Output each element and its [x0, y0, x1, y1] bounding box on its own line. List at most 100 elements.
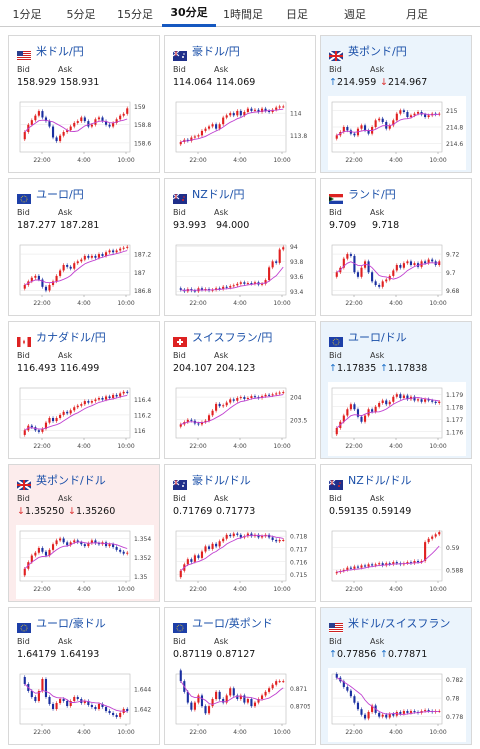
currency-pair-name[interactable]: 豪ドル/ドル [192, 474, 251, 487]
ask-label: Ask [370, 494, 385, 503]
candle-body [353, 566, 356, 569]
y-tick-label: 215 [446, 108, 458, 115]
candle-body [179, 288, 182, 290]
tab-3[interactable]: 30分足 [162, 0, 216, 27]
candle-body [367, 261, 370, 273]
bid-value: 9.709 [329, 220, 357, 231]
tab-7[interactable]: 月足 [406, 7, 428, 21]
tab-5[interactable]: 日足 [286, 7, 308, 21]
x-tick-label: 10:00 [117, 443, 134, 450]
za-flag-icon [329, 189, 343, 204]
price-values: 116.493 116.499 [17, 363, 99, 374]
rate-card[interactable]: NZドル/円 Bid Ask 93.993 94.000 94 93.8 93.6 9… [164, 178, 316, 316]
candle-body [282, 392, 285, 394]
candle-body [253, 702, 257, 707]
candle-body [420, 561, 423, 563]
candle-body [246, 283, 249, 285]
tab-0[interactable]: 1分足 [12, 7, 42, 21]
rate-card[interactable]: 米ドル/スイスフラン Bid Ask ↑0.77856 ↑0.77871 0.7… [320, 607, 472, 745]
candlestick-chart: 114 113.8 22:00 4:00 10:00 [175, 101, 307, 164]
candle-body [388, 563, 391, 565]
candle-body [30, 120, 33, 125]
y-tick-label: 9.72 [446, 252, 460, 259]
price-labels: Bid Ask [173, 637, 228, 646]
candle-body [37, 547, 40, 553]
candle-body [76, 261, 79, 264]
candle-body [278, 392, 281, 394]
candle-body [402, 711, 405, 714]
x-tick-label: 4:00 [77, 729, 91, 736]
candle-body [381, 281, 384, 287]
ask-label: Ask [58, 351, 73, 360]
price-labels: Bid Ask [329, 208, 384, 217]
candle-body [44, 117, 48, 122]
candle-body [108, 124, 111, 127]
candle-body [190, 702, 193, 710]
currency-pair-name[interactable]: スイスフラン/円 [192, 331, 273, 344]
tab-2[interactable]: 15分足 [117, 7, 153, 21]
candle-body [44, 551, 48, 556]
candle-body [69, 542, 72, 546]
y-tick-label: 214.8 [446, 125, 463, 132]
y-tick-label: 187 [134, 270, 146, 277]
ask-value: 0.87127 [216, 649, 256, 660]
plot-frame [175, 673, 287, 725]
candle-body [108, 711, 111, 713]
currency-pair-name[interactable]: ユーロ/豪ドル [36, 617, 106, 630]
rate-card[interactable]: NZドル/ドル Bid Ask 0.59135 0.59149 0.59 0.58… [320, 464, 472, 602]
rate-card[interactable]: ランド/円 Bid Ask 9.709 9.718 9.72 9.7 9.68 22:… [320, 178, 472, 316]
bid-value: ↑1.17835 [329, 363, 377, 374]
y-tick-label: 1.352 [134, 555, 151, 562]
rate-card[interactable]: 豪ドル/円 Bid Ask 114.064 114.069 114 113.8 22… [164, 35, 316, 173]
candle-body [239, 695, 242, 699]
currency-pair-name[interactable]: ユーロ/英ポンド [192, 617, 273, 630]
ask-value: 116.499 [60, 363, 100, 374]
currency-pair-name[interactable]: ランド/円 [348, 188, 396, 201]
x-tick-label: 10:00 [117, 586, 134, 593]
candle-body [48, 121, 51, 127]
candle-body [126, 552, 129, 554]
currency-pair-name[interactable]: NZドル/円 [192, 188, 245, 201]
candle-body [97, 704, 101, 709]
y-tick-label: 1.642 [134, 707, 151, 714]
rate-card[interactable]: 米ドル/円 Bid Ask 158.929 158.931 159 158.8 15… [8, 35, 160, 173]
rate-card[interactable]: スイスフラン/円 Bid Ask 204.107 204.123 204 203.… [164, 321, 316, 459]
y-tick-label: 0.778 [446, 714, 463, 721]
tab-6[interactable]: 週足 [344, 7, 366, 21]
currency-pair-name[interactable]: 米ドル/円 [36, 45, 84, 58]
candle-body [232, 113, 235, 116]
rate-card[interactable]: 英ポンド/円 Bid Ask ↑214.959 ↓214.967 215 214.… [320, 35, 472, 173]
candle-body [388, 125, 391, 129]
rate-card[interactable]: ユーロ/ドル Bid Ask ↑1.17835 ↑1.17838 1.179 1.… [320, 321, 472, 459]
rate-card[interactable]: 豪ドル/ドル Bid Ask 0.71769 0.71773 0.718 0.71… [164, 464, 316, 602]
price-values: ↑0.77856 ↑0.77871 [329, 649, 427, 660]
tab-1[interactable]: 5分足 [66, 7, 96, 21]
currency-pair-name[interactable]: NZドル/ドル [348, 474, 412, 487]
ask-label: Ask [58, 494, 73, 503]
y-tick-label: 93.6 [290, 274, 304, 281]
y-tick-label: 1.35 [134, 574, 148, 581]
currency-pair-name[interactable]: ユーロ/ドル [348, 331, 407, 344]
x-tick-label: 22:00 [33, 443, 50, 450]
rate-card[interactable]: ユーロ/英ポンド Bid Ask 0.87119 0.87127 0.871 0.… [164, 607, 316, 745]
currency-pair-name[interactable]: 米ドル/スイスフラン [348, 617, 451, 630]
rate-card[interactable]: ユーロ/豪ドル Bid Ask 1.64179 1.64193 1.644 1.6… [8, 607, 160, 745]
rate-card[interactable]: 英ポンド/ドル Bid Ask ↓1.35250 ↓1.35260 1.354 1… [8, 464, 160, 602]
currency-pair-name[interactable]: 豪ドル/円 [192, 45, 240, 58]
price-chart: 1.644 1.642 22:00 4:00 10:00 [16, 668, 154, 742]
currency-pair-name[interactable]: ユーロ/円 [36, 188, 84, 201]
candle-body [278, 539, 281, 542]
rate-card[interactable]: カナダドル/円 Bid Ask 116.493 116.499 116.4 116… [8, 321, 160, 459]
tab-4[interactable]: 1時間足 [223, 7, 263, 21]
candle-body [427, 259, 430, 264]
rate-card[interactable]: ユーロ/円 Bid Ask 187.277 187.281 187.2 187 18… [8, 178, 160, 316]
moving-average-line [180, 108, 284, 143]
currency-pair-name[interactable]: カナダドル/円 [36, 331, 106, 344]
candle-body [342, 258, 345, 268]
y-tick-label: 214.6 [446, 141, 463, 148]
currency-pair-name[interactable]: 英ポンド/円 [348, 45, 407, 58]
candle-body [197, 135, 200, 137]
card-title: 米ドル/スイスフラン [329, 615, 451, 633]
candle-body [126, 709, 129, 711]
currency-pair-name[interactable]: 英ポンド/ドル [36, 474, 106, 487]
